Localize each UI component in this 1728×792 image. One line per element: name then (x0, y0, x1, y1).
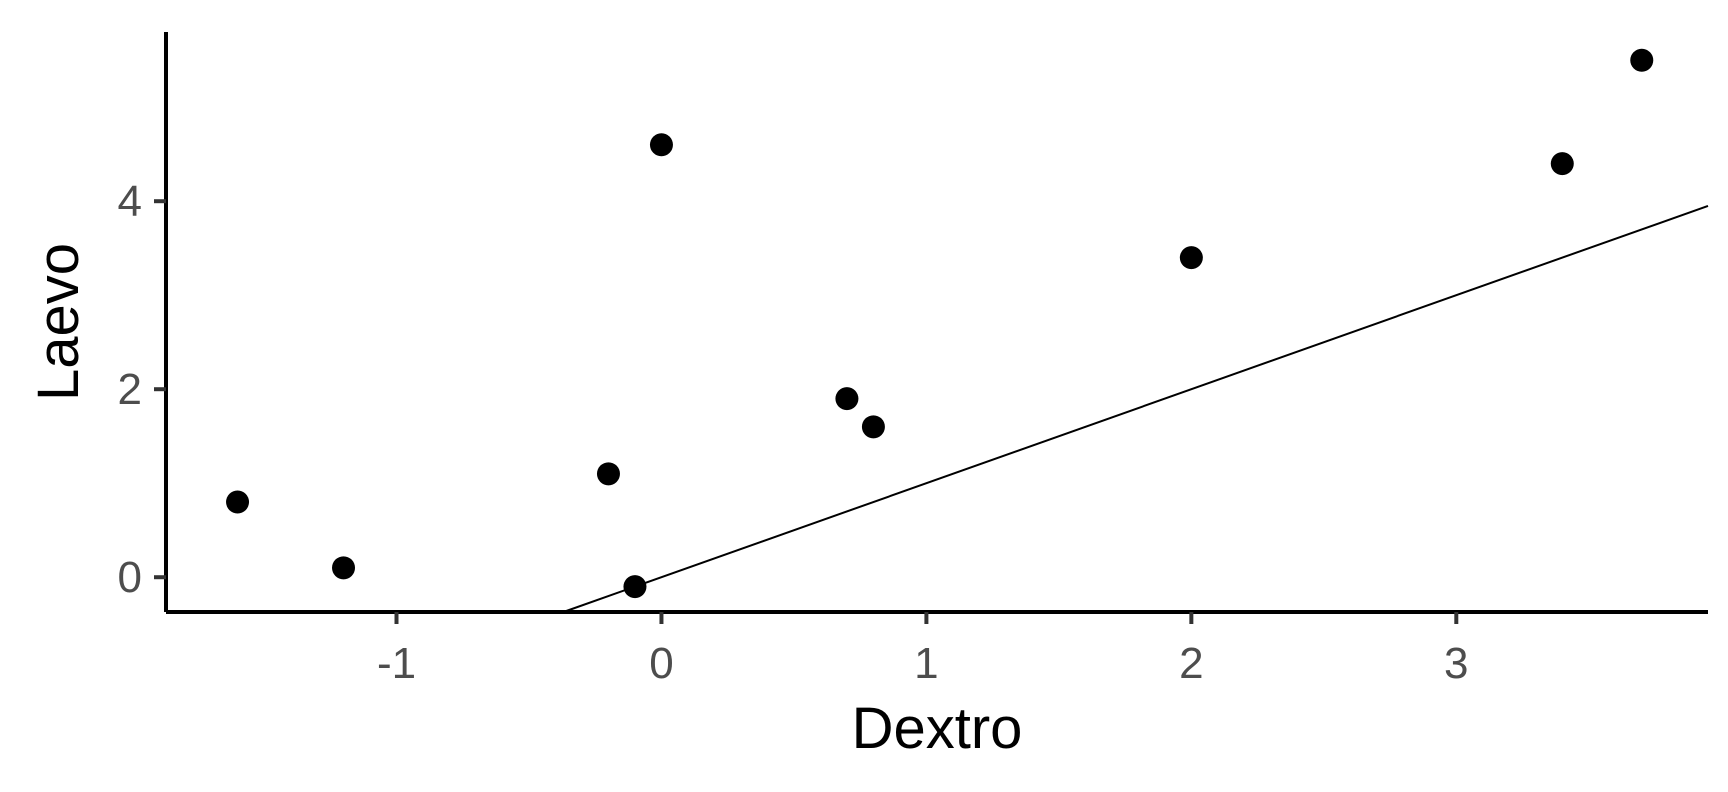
x-tick-label: 3 (1444, 639, 1468, 688)
data-point (623, 575, 647, 599)
reference-line (563, 204, 1709, 613)
x-axis-title: Dextro (852, 696, 1023, 761)
data-point (226, 490, 250, 514)
x-tick-label: -1 (377, 639, 416, 688)
data-point (596, 462, 620, 486)
data-point (1179, 246, 1203, 270)
points-layer (226, 48, 1654, 599)
ticks-layer: -1 0 1 2 3 0 2 4 (118, 177, 1469, 688)
data-point (332, 556, 356, 580)
x-tick-label: 0 (649, 639, 673, 688)
y-tick-label: 2 (118, 365, 142, 414)
y-axis-title: Laevo (26, 243, 91, 401)
data-point (649, 133, 673, 157)
axes-layer (164, 32, 1708, 614)
data-point (1550, 152, 1574, 176)
x-tick-label: 2 (1179, 639, 1203, 688)
data-point (1630, 48, 1654, 72)
data-point (835, 387, 859, 411)
data-point (861, 415, 885, 439)
reference-line-layer (563, 204, 1709, 613)
x-tick-label: 1 (914, 639, 938, 688)
y-tick-label: 0 (118, 553, 142, 602)
y-tick-label: 4 (118, 177, 142, 226)
